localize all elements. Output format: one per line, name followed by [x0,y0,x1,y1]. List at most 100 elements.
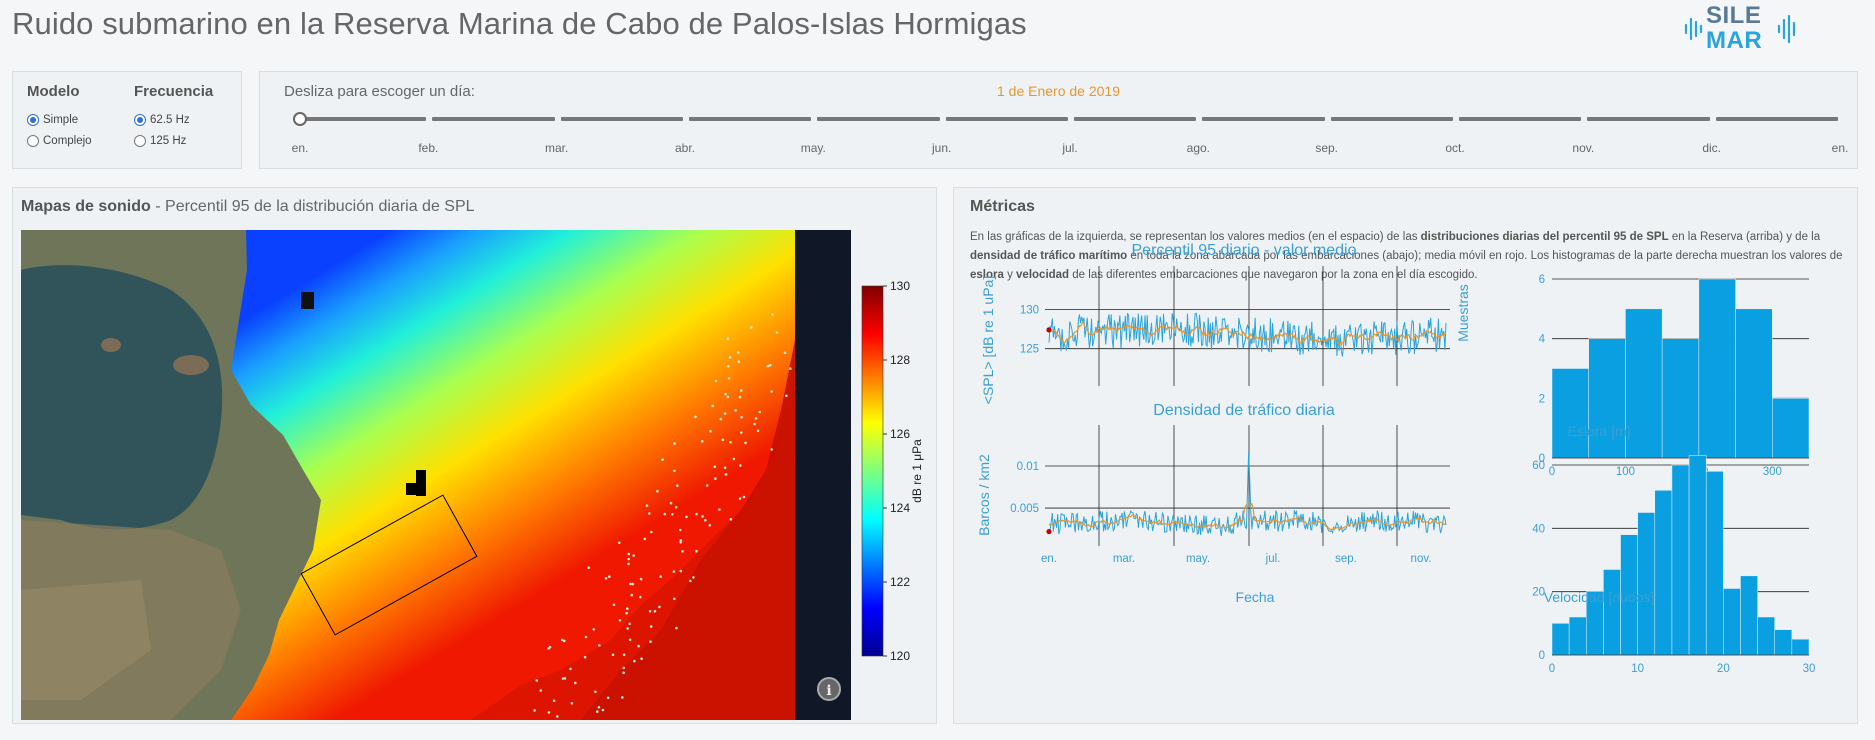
slider-segment[interactable] [817,117,940,121]
slider-segment[interactable] [560,117,683,121]
vessel-dot [658,605,661,609]
vessel-dot [548,645,552,649]
histogram-bar[interactable] [1791,638,1810,656]
vessel-dot [726,395,730,399]
histogram-bar[interactable] [1698,278,1736,459]
vessel-dot [618,619,622,622]
histogram-bar[interactable] [1671,464,1690,656]
slider-segment[interactable] [1074,117,1197,121]
colorbar-tick-label: 124 [890,501,910,515]
y-tick-label: 40 [1532,523,1545,535]
vessel-dot [685,515,688,519]
histogram-bar[interactable] [1723,588,1741,656]
slider-segment[interactable] [432,117,555,121]
histogram-bar[interactable] [1772,398,1810,459]
vessel-dot [547,711,551,714]
coastline-satellite [21,230,321,720]
histogram-bar[interactable] [1705,471,1724,656]
x-tick-label: 30 [1803,663,1816,675]
histogram-bar[interactable] [1740,575,1758,656]
vessel-dot [643,537,647,541]
slider-month-tick: nov. [1572,141,1595,155]
vessel-dot [611,653,615,657]
vessel-dot [606,696,610,700]
histogram-bar[interactable] [1637,512,1656,656]
eslora-ylabel: Muestras [1455,284,1471,342]
radio-selected-icon[interactable] [134,113,146,126]
histogram-bar[interactable] [1774,629,1793,656]
frequency-selector: Frecuencia 62.5 Hz 125 Hz [134,83,213,151]
colorbar: 120 122 124 126 128 130 dB re 1 μPa [861,279,924,663]
radio-unselected-icon[interactable] [27,134,39,147]
histogram-bar[interactable] [1603,569,1621,656]
freq-option-62-5[interactable]: 62.5 Hz [134,109,213,130]
slider-segment[interactable] [1330,117,1453,121]
vessel-dot [726,337,730,340]
x-tick-label: 0 [1549,466,1555,478]
sound-map[interactable]: 120 122 124 126 128 130 dB re 1 μPa [21,230,931,720]
histogram-bar[interactable] [1588,338,1626,459]
vessel-dot [563,639,566,643]
histogram-bar[interactable] [1735,308,1773,459]
histogram-bar[interactable] [1654,490,1673,656]
date-slider[interactable] [293,109,1840,129]
vessel-dot [556,715,559,718]
vessel-dot [738,497,742,500]
histogram-bar[interactable] [1551,623,1570,656]
desc-part: En las gráficas de la izquierda, se repr… [970,231,1421,243]
x-tick-label: mar. [1113,553,1135,565]
reserve-boundary [300,494,478,636]
vessel-dot [739,464,742,467]
freq-option-125[interactable]: 125 Hz [134,130,213,151]
vessel-dot [630,593,634,597]
vessel-dot [596,710,599,713]
vessel-dot [671,512,674,516]
slider-month-tick: mar. [544,141,569,155]
vessel-dot [728,356,732,359]
vessel-dot [661,458,664,461]
vessel-dot [726,365,730,368]
traffic-line-chart[interactable]: 0.005 0.01 en. mar. may. jul. sep. nov. [1010,425,1450,565]
option-label: Complejo [43,134,92,147]
y-tick-label: 2 [1539,393,1545,405]
radio-selected-icon[interactable] [27,113,39,126]
vessel-dot [727,377,731,380]
vessel-dot [656,489,659,493]
slider-segment[interactable] [304,117,427,121]
vessel-dot [649,640,652,643]
vessel-dot [789,367,792,370]
vessel-dot [771,313,774,316]
slider-segment[interactable] [1587,117,1710,121]
histogram-bar[interactable] [1688,455,1707,656]
eslora-label: Eslora [m] [1567,423,1631,439]
slider-month-tick: jun. [931,141,952,155]
model-option-simple[interactable]: Simple [27,109,92,130]
info-icon[interactable]: i [817,677,841,701]
histogram-bar[interactable] [1568,616,1587,656]
histogram-bar[interactable] [1625,308,1663,459]
histogram-bar[interactable] [1661,338,1700,459]
slider-handle[interactable] [293,112,307,126]
spl-line-chart[interactable]: 125 130 [1020,266,1450,386]
metrics-description: En las gráficas de la izquierda, se repr… [970,228,1850,285]
slider-segment[interactable] [945,117,1068,121]
histogram-bar[interactable] [1757,616,1775,656]
vessel-dot [724,473,728,476]
desc-bold: velocidad [1016,269,1070,281]
slider-segment[interactable] [1202,117,1325,121]
vessel-dot [723,412,727,415]
slider-month-tick: ago. [1186,141,1211,155]
slider-segment[interactable] [1715,117,1838,121]
eslora-histogram[interactable]: 02460100200300 [1539,274,1810,478]
histogram-bar[interactable] [1551,368,1589,459]
model-option-complejo[interactable]: Complejo [27,130,92,151]
slider-segment[interactable] [1459,117,1582,121]
slider-segment[interactable] [689,117,812,121]
vessel-dot [704,518,707,522]
x-tick-label: 100 [1616,466,1635,478]
radio-unselected-icon[interactable] [134,134,146,147]
vessel-dot [714,379,718,383]
slider-month-tick: may. [800,141,826,155]
